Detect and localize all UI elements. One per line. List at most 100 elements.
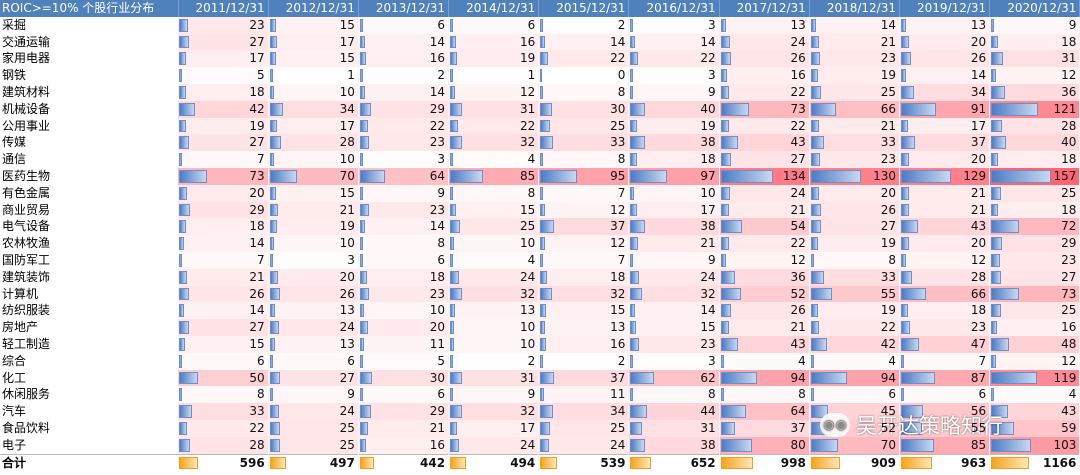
data-bar [179,405,192,418]
cell-value: 18 [249,219,265,234]
value-cell: 13 [899,16,991,34]
cell-value: 8 [707,387,716,402]
total-cell: 909 [809,453,901,472]
value-cell: 4 [989,386,1080,404]
industry-name: 商业贸易 [2,202,51,217]
cell-value: 11 [610,387,626,402]
data-bar [991,220,1020,234]
industry-name: 计算机 [2,286,39,301]
value-cell: 23 [809,151,901,168]
data-bar [901,186,909,200]
data-bar [720,438,752,452]
cell-value: 54 [790,219,806,234]
data-bar [359,69,363,82]
value-cell: 14 [628,33,720,51]
data-bar [720,337,738,351]
industry-name: 建筑材料 [2,84,51,99]
value-cell: 22 [809,319,901,336]
data-bar [540,35,546,49]
value-cell: 94 [809,369,901,387]
cell-value: 33 [249,404,265,419]
data-bar [179,438,190,452]
value-cell: 27 [989,268,1080,286]
value-cell: 64 [719,403,810,420]
value-cell: 13 [448,302,540,320]
data-bar [810,186,819,200]
data-bar [269,405,279,418]
data-bar [359,405,371,418]
data-bar [810,237,818,250]
data-bar [359,102,371,116]
value-cell: 26 [719,302,810,320]
cell-value: 14 [249,303,265,318]
total-label: 合计 [0,453,178,472]
cell-value: 18 [700,152,716,167]
data-bar [810,438,838,452]
cell-value: 21 [429,420,446,435]
watermark: ◉◉ 吴开达策略知行 [820,410,1003,440]
cell-value: 30 [429,370,446,385]
table-row: 电气设备 18 19 14 25 37 38 54 27 43 72 [0,218,1080,236]
data-bar [991,69,997,82]
value-cell: 27 [178,134,269,152]
cell-value: 16 [790,68,806,83]
industry-name: 传媒 [2,135,27,150]
data-bar [359,18,363,32]
data-bar [810,18,816,32]
year-header: 2016/12/31 [628,0,720,17]
total-data-bar [991,456,1030,470]
data-bar [540,337,547,351]
cell-value: 20 [970,152,987,167]
value-cell: 12 [719,251,810,269]
cell-value: 85 [519,168,536,183]
total-data-bar [450,456,467,470]
value-cell: 62 [628,369,720,387]
value-cell: 5 [178,67,269,84]
data-bar [720,52,731,66]
table-row: 传媒 27 28 23 32 33 38 43 33 37 40 [0,134,1080,152]
value-cell: 70 [809,436,901,455]
data-bar [450,287,463,301]
table-row: 采掘 23 15 6 6 2 3 13 14 13 9 [0,16,1080,34]
data-bar [720,136,738,150]
value-cell: 12 [538,201,630,219]
data-bar [540,253,544,267]
value-cell: 37 [899,134,991,152]
value-cell: 25 [268,419,359,437]
cell-value: 119 [1053,370,1077,385]
value-cell: 6 [268,352,359,370]
data-bar [450,438,460,452]
data-bar [630,270,640,284]
data-bar [179,153,182,166]
value-cell: 134 [719,167,810,185]
data-bar [269,203,278,217]
data-bar [450,18,454,32]
value-cell: 20 [358,319,450,336]
data-bar [810,52,820,66]
value-cell: 9 [358,184,450,202]
value-cell: 103 [989,436,1080,455]
cell-value: 23 [1061,252,1077,267]
cell-value: 3 [707,17,716,32]
cell-value: 2 [527,353,536,368]
data-bar [540,102,553,116]
value-cell: 42 [178,100,269,118]
cell-value: 12 [610,236,626,251]
value-cell: 26 [719,50,810,68]
value-cell: 22 [448,117,540,135]
cell-value: 16 [429,51,446,66]
cell-value: 14 [249,236,265,251]
table-row: 轻工制造 15 13 11 10 16 23 43 42 47 48 [0,335,1080,353]
cell-value: 22 [880,320,896,335]
cell-value: 22 [790,236,806,251]
value-cell: 19 [448,50,540,68]
cell-value: 32 [610,286,626,301]
cell-value: 2 [617,353,626,368]
cell-value: 6 [888,387,896,402]
value-cell: 16 [719,67,810,84]
cell-value: 43 [970,219,987,234]
value-cell: 7 [899,352,991,370]
cell-value: 21 [339,202,355,217]
total-value: 494 [510,455,536,470]
data-bar [179,321,189,334]
